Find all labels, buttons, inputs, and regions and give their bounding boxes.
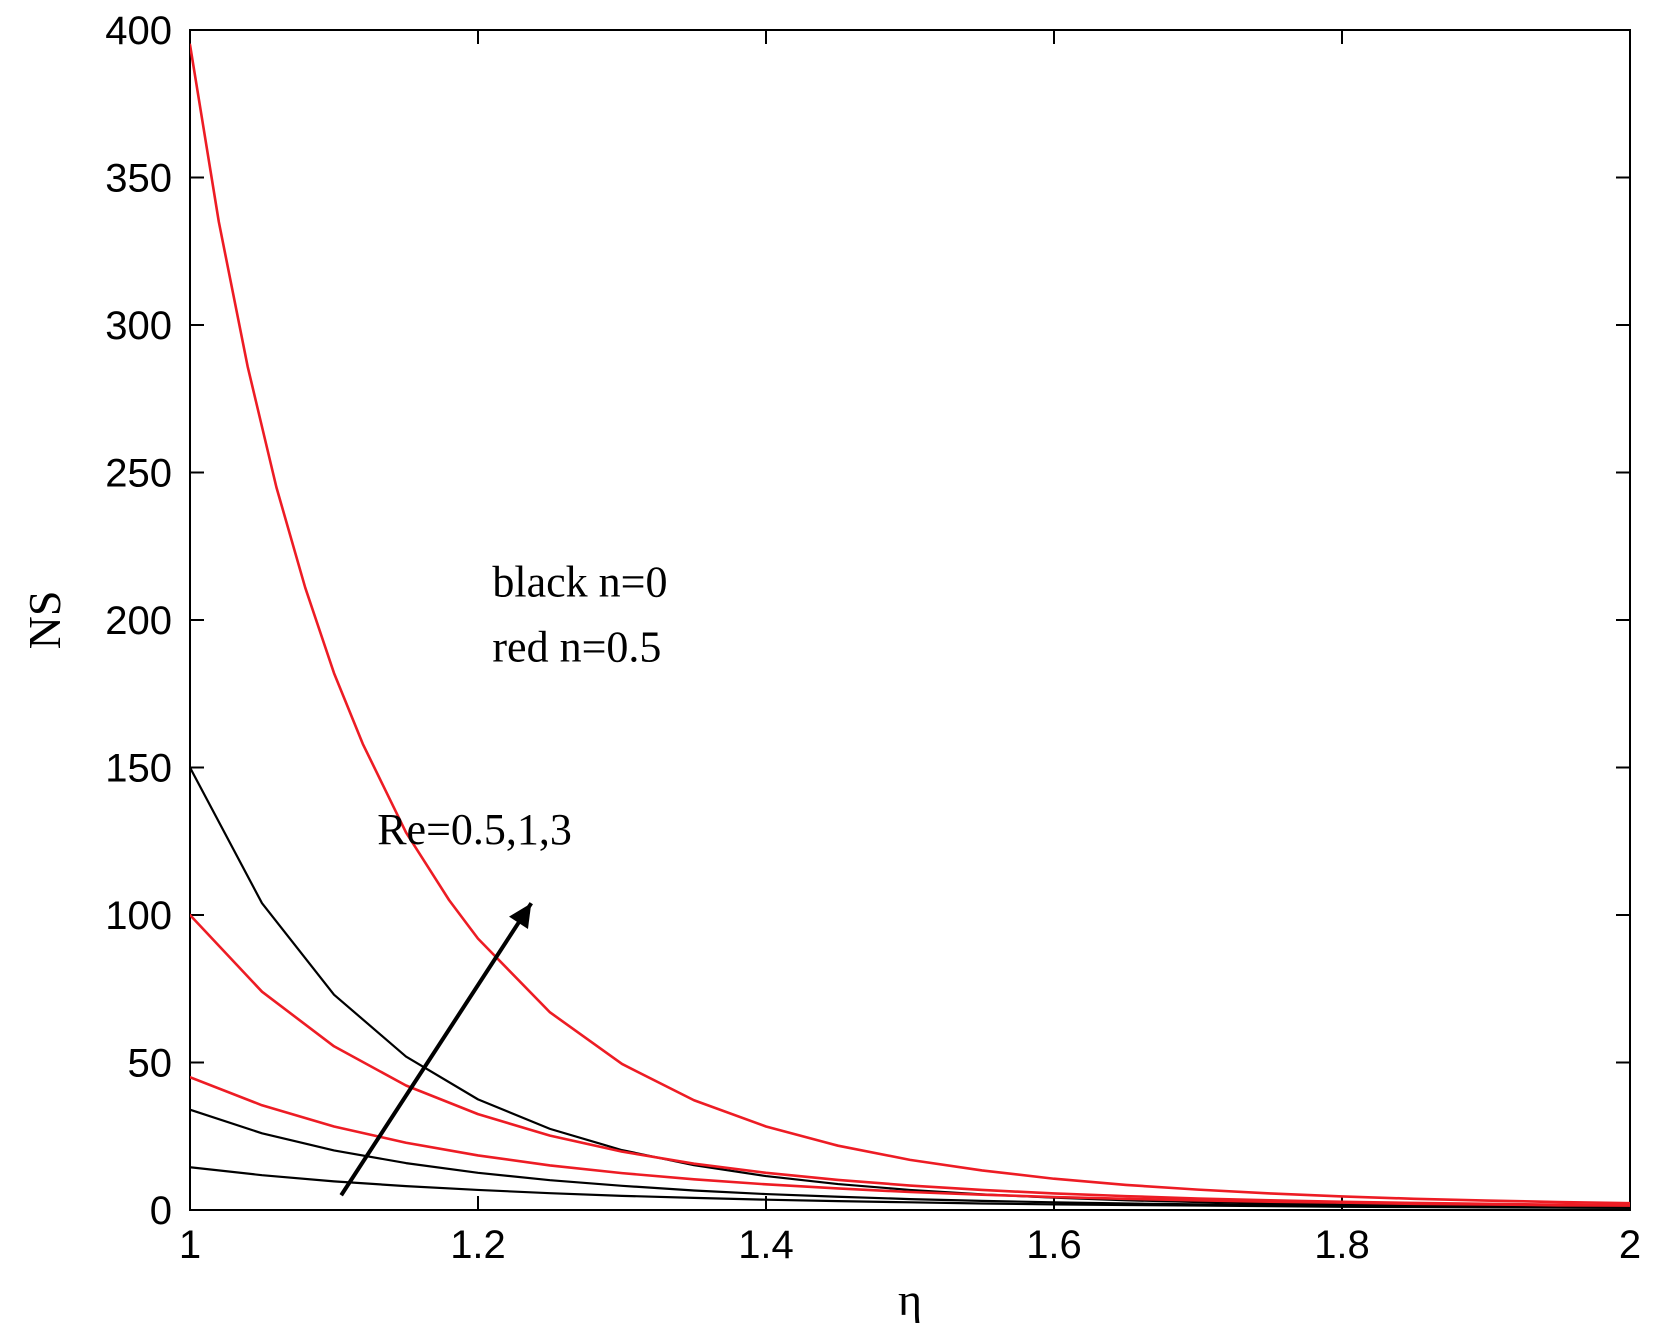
y-tick-label: 150 [105, 747, 172, 791]
re-label: Re=0.5,1,3 [377, 805, 572, 854]
x-tick-label: 1.6 [1026, 1223, 1082, 1267]
x-axis-label: η [898, 1274, 922, 1323]
y-axis-label: NS [19, 591, 70, 650]
line-chart: 1 1.2 1.4 1.6 1.8 2 0 50 100 150 200 250 300 350 400 η N… [0, 0, 1673, 1323]
legend-line-2: red n=0.5 [492, 622, 661, 671]
legend-line-1: black n=0 [492, 557, 667, 606]
x-tick-label: 1.2 [450, 1223, 506, 1267]
y-tick-label: 200 [105, 599, 172, 643]
x-tick-label: 1 [179, 1223, 201, 1267]
chart-container: 1 1.2 1.4 1.6 1.8 2 0 50 100 150 200 250 300 350 400 η N… [0, 0, 1673, 1323]
y-tick-label: 400 [105, 9, 172, 53]
x-tick-label: 2 [1619, 1223, 1641, 1267]
y-tick-label: 100 [105, 894, 172, 938]
y-tick-label: 300 [105, 304, 172, 348]
y-tick-label: 250 [105, 452, 172, 496]
x-tick-label: 1.8 [1314, 1223, 1370, 1267]
y-tick-label: 350 [105, 157, 172, 201]
x-tick-label: 1.4 [738, 1223, 794, 1267]
y-tick-label: 0 [150, 1189, 172, 1233]
y-tick-label: 50 [128, 1042, 173, 1086]
